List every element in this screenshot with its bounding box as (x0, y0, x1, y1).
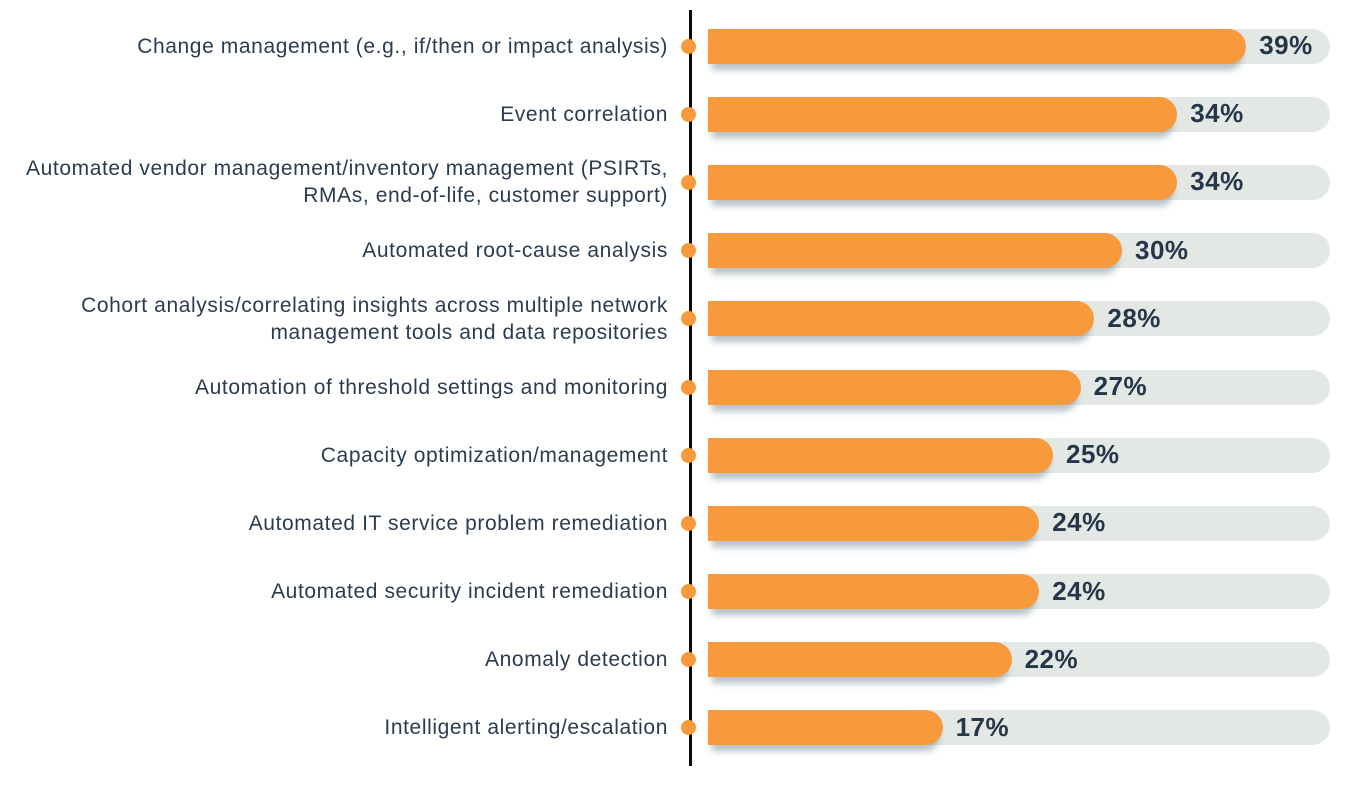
category-label: Capacity optimization/management (320, 443, 668, 467)
chart-row: Automated vendor management/inventory ma… (0, 148, 1358, 216)
bar-track: 27% (708, 369, 1330, 405)
value-bar (708, 301, 1095, 337)
category-label: Automated IT service problem remediation (248, 511, 668, 535)
bar-track: 28% (708, 301, 1330, 337)
dot-icon (680, 652, 696, 668)
axis-marker (668, 652, 708, 668)
axis-marker (668, 311, 708, 327)
value-label: 34% (1190, 166, 1244, 197)
dot-icon (680, 720, 696, 736)
chart-row: Cohort analysis/correlating insights acr… (0, 285, 1358, 353)
value-bar (708, 710, 943, 746)
value-bar (708, 369, 1081, 405)
value-label: 34% (1190, 98, 1244, 129)
value-bar (708, 233, 1122, 269)
category-label: Intelligent alerting/escalation (384, 716, 668, 740)
value-label: 17% (955, 711, 1010, 742)
chart-row: Automated IT service problem remediation… (0, 489, 1358, 557)
chart-row: Intelligent alerting/escalation 17% (0, 694, 1358, 762)
value-bar (708, 574, 1040, 610)
dot-icon (680, 311, 696, 327)
dot-icon (680, 243, 696, 259)
axis-marker (668, 584, 708, 600)
dot-icon (680, 515, 696, 531)
value-bar (708, 642, 1012, 678)
chart-rows: Change management (e.g., if/then or impa… (0, 12, 1358, 762)
category-label: Automation of threshold settings and mon… (195, 375, 668, 399)
chart-row: Event correlation 34% (0, 80, 1358, 148)
value-bar (708, 505, 1040, 541)
dot-icon (680, 106, 696, 122)
dot-icon (680, 38, 696, 54)
category-label: Event correlation (500, 102, 668, 126)
category-label: Automated security incident remediation (271, 580, 668, 604)
axis-marker (668, 720, 708, 736)
bar-track: 34% (708, 164, 1330, 200)
bar-track: 25% (708, 437, 1330, 473)
category-label: Anomaly detection (485, 648, 668, 672)
category-label: Automated vendor management/inventory ma… (26, 157, 668, 208)
bar-track: 22% (708, 642, 1330, 678)
dot-icon (680, 584, 696, 600)
chart-row: Automated security incident remediation 2… (0, 558, 1358, 626)
value-bar (708, 96, 1178, 132)
chart-row: Change management (e.g., if/then or impa… (0, 12, 1358, 80)
value-bar (708, 164, 1178, 200)
value-label: 24% (1052, 575, 1106, 606)
value-label: 30% (1135, 234, 1189, 265)
chart-row: Automated root-cause analysis 30% (0, 217, 1358, 285)
axis-marker (668, 515, 708, 531)
axis-marker (668, 38, 708, 54)
value-label: 27% (1093, 370, 1148, 401)
bar-track: 17% (708, 710, 1330, 746)
dot-icon (680, 379, 696, 395)
bar-track: 24% (708, 574, 1330, 610)
value-label: 39% (1259, 29, 1313, 60)
axis-marker (668, 243, 708, 259)
chart-row: Capacity optimization/management 25% (0, 421, 1358, 489)
value-label: 25% (1066, 439, 1120, 470)
bar-track: 39% (708, 28, 1330, 64)
axis-marker (668, 447, 708, 463)
chart-row: Automation of threshold settings and mon… (0, 353, 1358, 421)
value-label: 28% (1107, 302, 1161, 333)
value-bar (708, 28, 1247, 64)
chart-row: Anomaly detection 22% (0, 626, 1358, 694)
category-label: Automated root-cause analysis (362, 239, 668, 263)
axis-marker (668, 106, 708, 122)
bar-track: 30% (708, 233, 1330, 269)
value-label: 24% (1052, 507, 1106, 538)
dot-icon (680, 174, 696, 190)
dot-icon (680, 447, 696, 463)
value-bar (708, 437, 1053, 473)
value-label: 22% (1024, 643, 1079, 674)
category-label: Change management (e.g., if/then or impa… (137, 34, 668, 58)
category-label: Cohort analysis/correlating insights acr… (81, 293, 668, 344)
bar-track: 24% (708, 505, 1330, 541)
axis-marker (668, 174, 708, 190)
axis-marker (668, 379, 708, 395)
bar-track: 34% (708, 96, 1330, 132)
